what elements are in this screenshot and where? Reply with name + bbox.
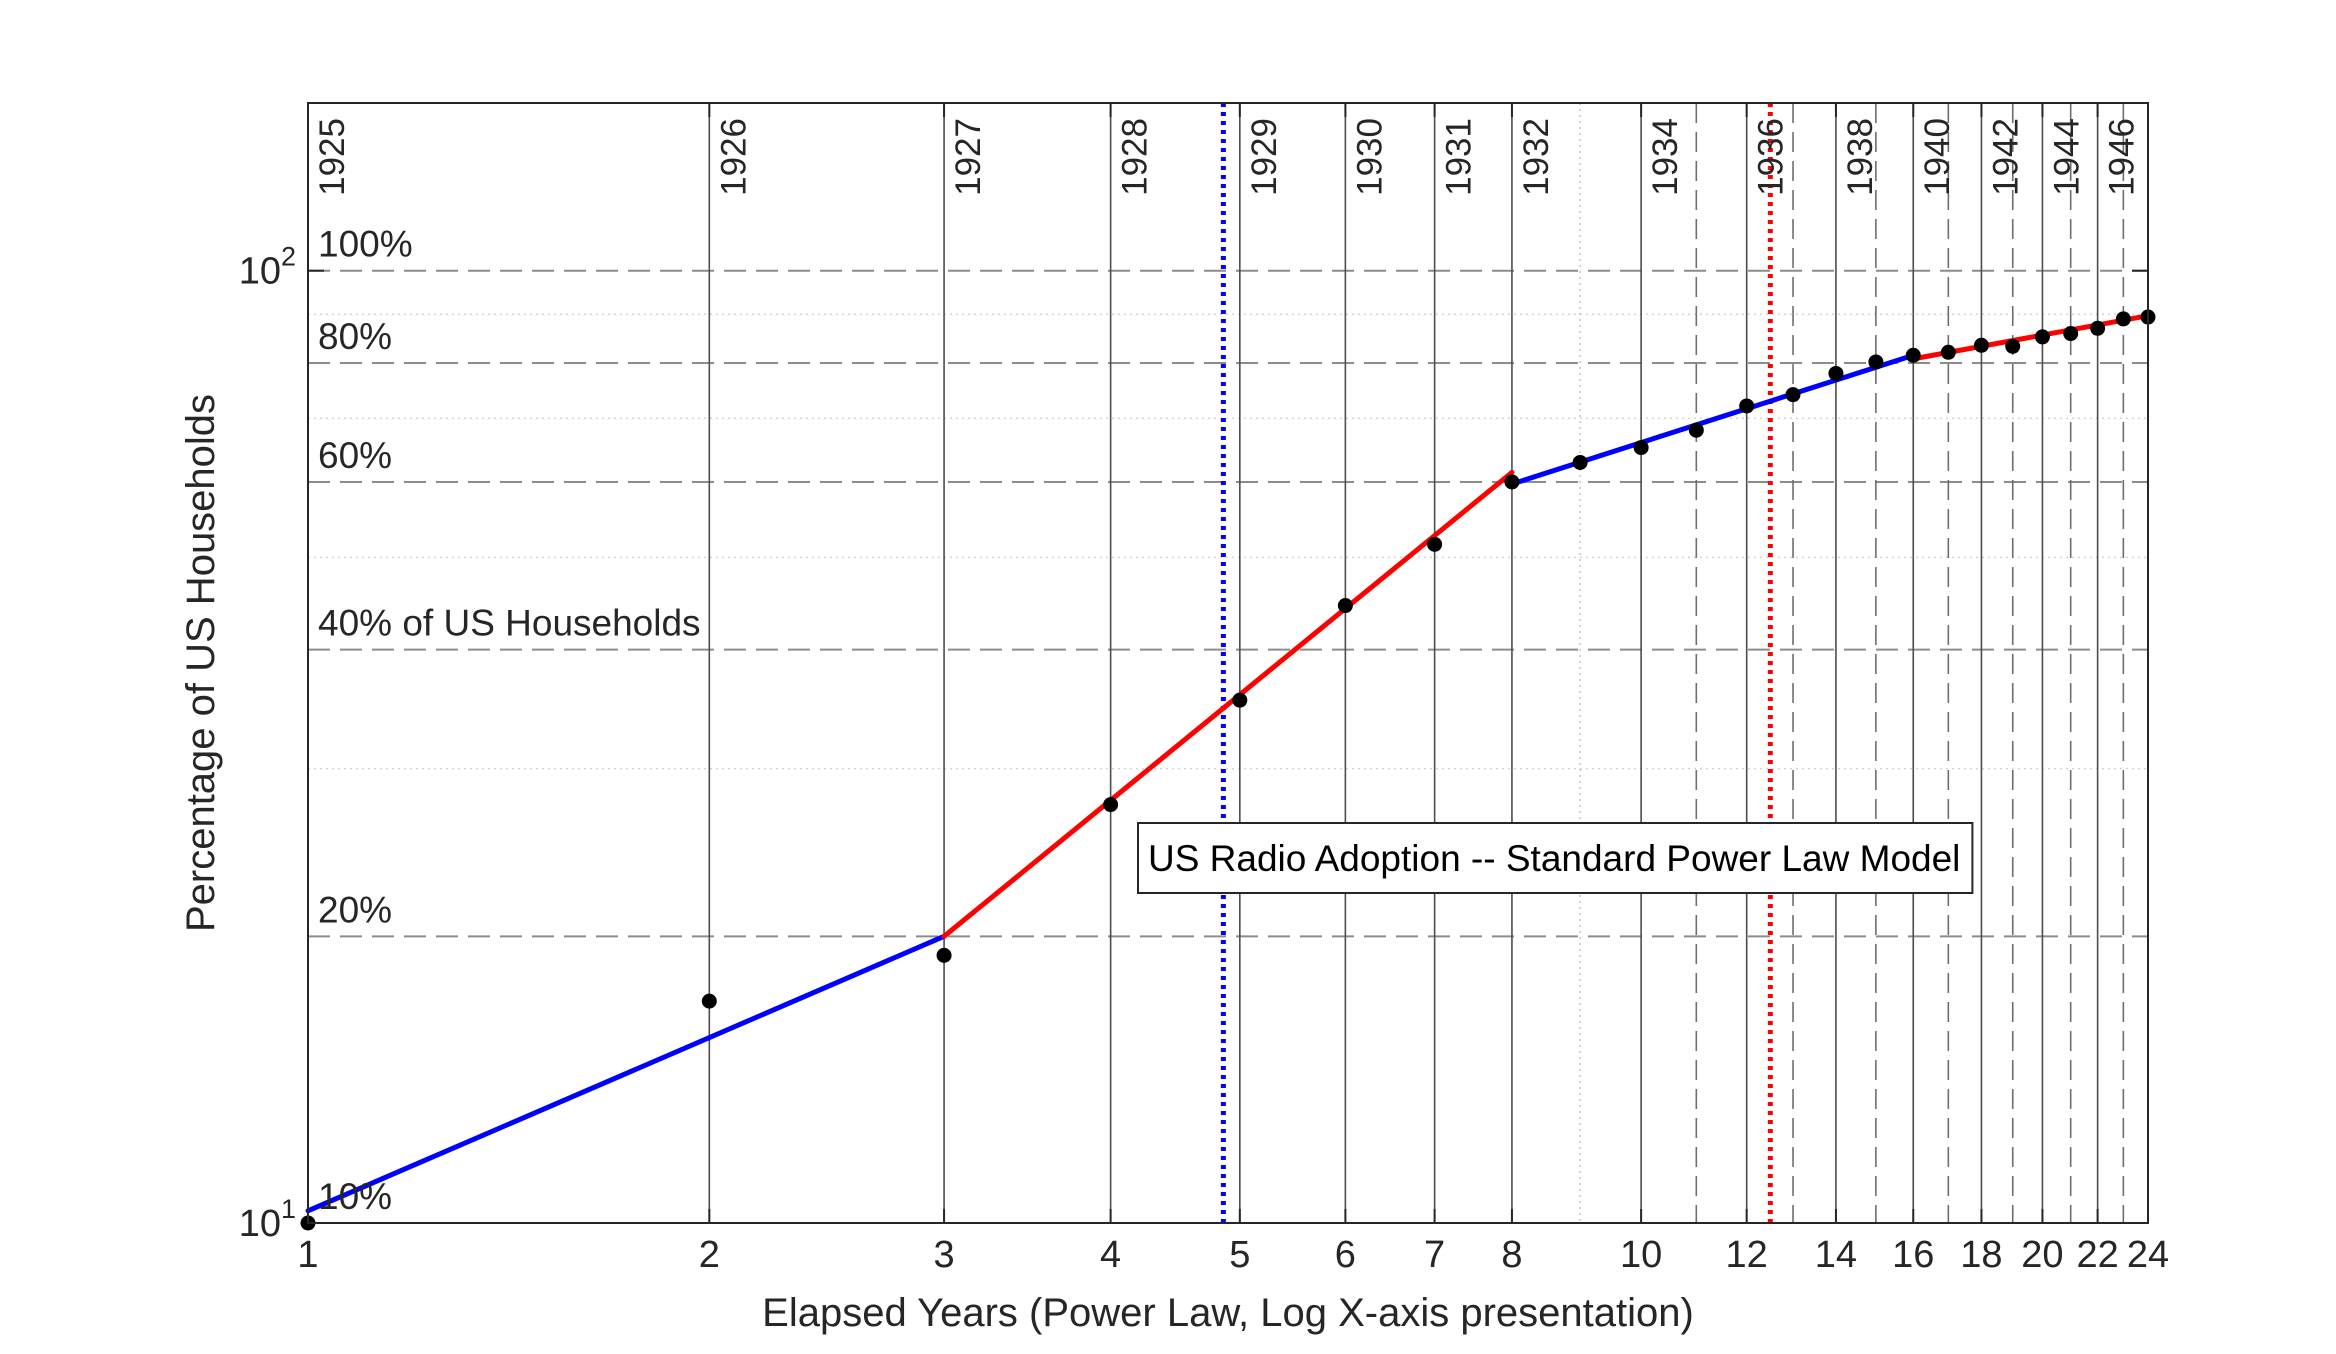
data-point [936, 947, 952, 963]
percent-label: 100% [318, 224, 413, 265]
year-label: 1934 [1646, 118, 1685, 196]
data-point [1905, 347, 1921, 363]
year-label: 1927 [949, 118, 988, 196]
minor-gridlines [308, 313, 2148, 770]
x-tick-label: 20 [2021, 1234, 2063, 1276]
data-point [1785, 387, 1801, 403]
x-tick-label: 5 [1229, 1234, 1250, 1276]
x-tick-label: 4 [1100, 1234, 1121, 1276]
y-tick-exponent: 2 [281, 242, 296, 272]
year-label: 1929 [1245, 118, 1284, 196]
year-label: 1942 [1986, 118, 2025, 196]
year-label: 1940 [1918, 118, 1957, 196]
year-label: 1926 [714, 118, 753, 196]
percent-label: 10% [318, 1176, 392, 1217]
data-point [2090, 320, 2106, 336]
data-point [1232, 692, 1248, 708]
x-axis-ticks: 1 2 3 4 5 6 7 8 10 12 14 16 18 20 22 24 [297, 103, 2169, 1276]
percent-label: 80% [318, 316, 392, 357]
data-point [2034, 329, 2050, 345]
year-label: 1932 [1517, 118, 1556, 196]
x-tick-label: 6 [1335, 1234, 1356, 1276]
data-point [1973, 337, 1989, 353]
year-label: 1936 [1752, 118, 1791, 196]
data-point [1828, 365, 1844, 381]
data-point [2005, 338, 2021, 354]
data-point [1427, 536, 1443, 552]
fit-line-segment [305, 933, 947, 1214]
annotation-text: US Radio Adoption -- Standard Power Law … [1148, 838, 1960, 879]
x-tick-label: 3 [933, 1234, 954, 1276]
x-tick-label: 12 [1726, 1234, 1768, 1276]
percent-gridlines [308, 269, 2148, 938]
x-tick-label: 1 [297, 1234, 318, 1276]
x-tick-label: 2 [699, 1234, 720, 1276]
data-point [1940, 344, 1956, 360]
annotation-frame [1137, 822, 1974, 894]
percent-label: 20% [318, 889, 392, 930]
data-point [1688, 422, 1704, 438]
x-tick-label: 24 [2127, 1234, 2169, 1276]
y-tick-exponent: 1 [281, 1194, 296, 1224]
year-labels: 1925 1926 1927 1928 1929 1930 1931 1932 1934 1936… [313, 118, 2142, 196]
x-tick-label: 8 [1501, 1234, 1522, 1276]
data-point [701, 993, 717, 1009]
year-label: 1928 [1116, 118, 1155, 196]
x-tick-label: 22 [2076, 1234, 2118, 1276]
data-point [1633, 440, 1649, 456]
percent-label: 60% [318, 435, 392, 476]
x-tick-label: 10 [1620, 1234, 1662, 1276]
data-point [1337, 598, 1353, 614]
x-tick-label: 7 [1424, 1234, 1445, 1276]
percent-label: 40% of US Households [318, 603, 701, 644]
data-point [2063, 326, 2079, 342]
y-axis-label: Percentage of US Households [179, 394, 223, 932]
x-axis-label: Elapsed Years (Power Law, Log X-axis pre… [762, 1291, 1694, 1335]
data-point [2115, 311, 2131, 327]
vertical-markers [1220, 103, 1773, 1223]
x-tick-label: 16 [1892, 1234, 1934, 1276]
fit-line-segment [941, 469, 1515, 939]
year-label: 1938 [1841, 118, 1880, 196]
year-label: 1930 [1350, 118, 1389, 196]
annotation-box: US Radio Adoption -- Standard Power Law … [1137, 822, 1974, 894]
plot-frame [307, 102, 2149, 1224]
data-point [1572, 454, 1588, 470]
data-point [1103, 797, 1119, 813]
year-label: 1944 [2047, 118, 2086, 196]
percent-labels: 100% 80% 60% 40% of US Households 20% 10% [318, 224, 701, 1217]
year-label: 1931 [1440, 118, 1479, 196]
data-point [1739, 398, 1755, 414]
data-points [300, 309, 2156, 1231]
data-point [1504, 474, 1520, 490]
year-label: 1925 [313, 118, 352, 196]
x-tick-label: 18 [1960, 1234, 2002, 1276]
year-label: 1946 [2103, 118, 2142, 196]
data-point [1868, 354, 1884, 370]
x-tick-label: 14 [1815, 1234, 1857, 1276]
